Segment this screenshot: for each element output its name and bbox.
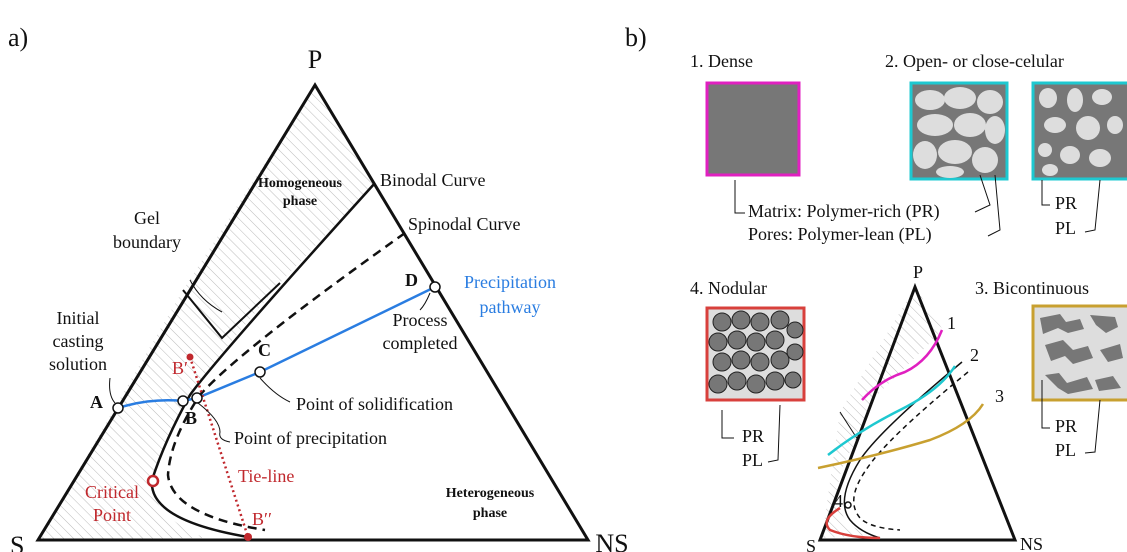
vertex-label: S: [806, 536, 816, 552]
point-label: D: [405, 270, 418, 290]
label: Point: [93, 505, 131, 525]
morphology-title: 2. Open- or close-celular: [885, 51, 1064, 71]
panel-label: b): [625, 23, 647, 52]
label: Initial: [57, 308, 100, 328]
vertex-label: S: [10, 531, 24, 552]
label: PL: [742, 450, 763, 470]
pathway-label: pathway: [480, 297, 541, 317]
label: Gel: [134, 208, 160, 228]
critical-point: [148, 476, 158, 486]
point: [430, 282, 440, 292]
label: PL: [1055, 218, 1076, 238]
point-label: B′: [172, 358, 188, 378]
point-label: B: [185, 408, 197, 428]
curve-number: 4: [834, 491, 843, 511]
hatch-top: [840, 287, 943, 440]
pathway-label: Precipitation: [464, 272, 556, 292]
label: Matrix: Polymer-rich (PR): [748, 201, 940, 222]
label: Pores: Polymer-lean (PL): [748, 224, 932, 245]
label: PL: [1055, 440, 1076, 460]
bicontinuous-phase: [1040, 314, 1123, 394]
label: completed: [383, 333, 458, 353]
region-label: phase: [473, 506, 507, 521]
curve-label: Binodal Curve: [380, 170, 486, 190]
curve-number: 1: [947, 313, 956, 333]
point: [178, 396, 188, 406]
point: [113, 403, 123, 413]
region-label: Homogeneous: [258, 176, 343, 191]
label: PR: [1055, 193, 1077, 213]
vertex-label: P: [913, 262, 923, 282]
curve-label: Spinodal Curve: [408, 214, 521, 234]
label: Tie-line: [238, 466, 294, 486]
curve-number: 2: [970, 345, 979, 365]
panel-b: b) 1. Dense 2. Open- or close-celular Ma…: [625, 23, 1127, 552]
label: PR: [742, 426, 764, 446]
dense-square: [707, 83, 799, 175]
panel-label: a): [8, 23, 28, 52]
label: Point of solidification: [296, 394, 453, 414]
critical-point: [845, 502, 851, 508]
point-label: B′′: [252, 509, 272, 529]
curve-number: 3: [995, 386, 1004, 406]
point-label: A: [90, 392, 103, 412]
label: boundary: [113, 232, 181, 252]
point-label: C: [258, 340, 271, 360]
point: [255, 367, 265, 377]
morphology-title: 3. Bicontinuous: [975, 278, 1089, 298]
region-label: phase: [283, 194, 317, 209]
label: solution: [49, 354, 107, 374]
morphology-title: 4. Nodular: [690, 278, 767, 298]
label: Critical: [85, 482, 139, 502]
label: Point of precipitation: [234, 428, 387, 448]
vertex-label: NS: [1020, 534, 1043, 552]
vertex-label: NS: [595, 529, 628, 552]
morphology-title: 1. Dense: [690, 51, 753, 71]
region-label: Heterogeneous: [446, 486, 535, 501]
label: PR: [1055, 416, 1077, 436]
panel-a: a) P S NS Binodal Curve Spinodal Curve H…: [8, 23, 629, 552]
point: [192, 393, 202, 403]
figure: a) P S NS Binodal Curve Spinodal Curve H…: [0, 0, 1127, 552]
hatch-top: [183, 85, 375, 338]
label: Process: [393, 310, 448, 330]
label: casting: [53, 331, 104, 351]
point: [244, 533, 252, 541]
vertex-label: P: [308, 45, 322, 74]
